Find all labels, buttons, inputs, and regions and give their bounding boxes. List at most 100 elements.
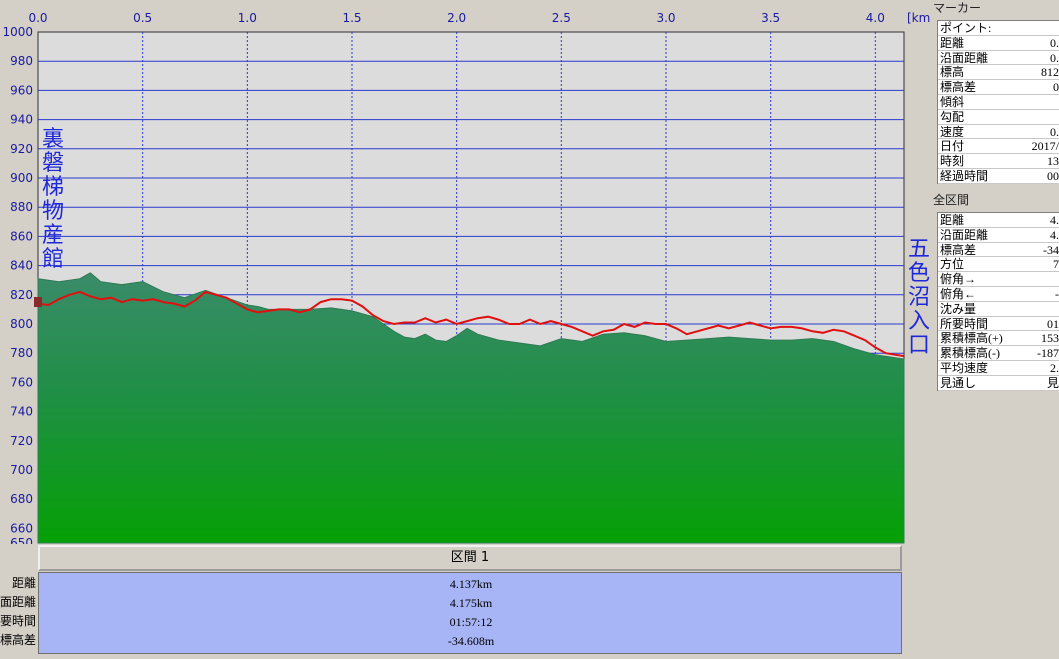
end-point-label: 五色沼入口	[907, 237, 930, 358]
panel-row-value: 153	[1041, 331, 1059, 346]
y-tick-label: 720	[10, 434, 33, 448]
panel-row-value: 7	[1053, 257, 1059, 272]
panel-row: 経過時間 00	[938, 169, 1059, 184]
panel-row: 日付 2017/	[938, 139, 1059, 155]
panel-row: 俯角← -	[938, 287, 1059, 302]
panel-row-value: -	[1055, 286, 1059, 301]
panel-row: 見通し 見	[938, 376, 1059, 391]
panel-row: 距離 0.	[938, 36, 1059, 51]
y-tick-label: 960	[10, 83, 33, 97]
panel-row-value: 812	[1041, 65, 1059, 80]
y-tick-label: 800	[10, 317, 33, 331]
section-value: 4.137km	[449, 577, 493, 591]
section-summary: 区間 1 4.137km 4.175km 01:57:12 -34.608m 距離沿面…	[0, 544, 930, 659]
panel-row-value: 4.	[1050, 227, 1059, 242]
panel-row-value: 01	[1047, 316, 1059, 331]
panel-row-label: ポイント:	[940, 21, 992, 35]
panel-row-label: 距離	[940, 35, 965, 50]
panel-row: 沈み量	[938, 302, 1059, 317]
gps-track-line	[37, 290, 905, 358]
panel-row-label: 俯角←	[940, 286, 977, 301]
marker-panel-title: マーカー	[933, 1, 982, 15]
panel-row: 時刻 13	[938, 154, 1059, 169]
panel-row: 累積標高(+) 153	[938, 331, 1059, 347]
panel-row-value: 0.	[1050, 50, 1059, 65]
section-value: 4.175km	[449, 596, 493, 610]
all-section-panel-title: 全区間	[933, 193, 970, 207]
panel-row: 標高 812	[938, 65, 1059, 81]
panel-row-value: 0.	[1050, 124, 1059, 139]
x-axis-unit: [km]	[907, 11, 930, 25]
panel-row: 標高差 0	[938, 80, 1059, 95]
section-label: 標高差	[0, 633, 36, 647]
x-tick-label: 3.5	[761, 11, 780, 25]
y-tick-label: 980	[10, 54, 33, 68]
x-tick-label: 0.5	[133, 11, 152, 25]
y-tick-label: 740	[10, 405, 33, 419]
panel-row: 方位 7	[938, 257, 1059, 273]
section-tab[interactable]: 区間 1	[38, 545, 902, 571]
panel-row: 距離 4.	[938, 213, 1059, 228]
panel-row-label: 所要時間	[940, 316, 989, 331]
y-tick-label: 940	[10, 113, 33, 127]
panel-row: 沿面距離 0.	[938, 51, 1059, 66]
elevation-chart: 0.0 0.5 1.0 1.5 2.0 2.5 3.0 3.5 4.0 [km] 1000 980…	[2, 11, 930, 544]
panel-row: ポイント:	[938, 21, 1059, 36]
all-section-panel-table: 距離 4. 沿面距離 4. 標高差 -34 方位 7 俯角→ 俯角← - 沈み量 所要時間 01 累積標高(…	[937, 212, 1059, 391]
panel-row-value: 4.	[1050, 213, 1059, 227]
panel-row-value: 13	[1047, 154, 1059, 169]
panel-row-value: 0.	[1050, 35, 1059, 50]
panel-row-value: -187	[1037, 346, 1059, 361]
y-axis-ticks: 1000 980 960 940 920 900 880 860 840 820 800 780 760…	[2, 25, 33, 544]
panel-row-value: 2017/	[1031, 139, 1059, 154]
panel-row-value: -34	[1043, 242, 1059, 257]
panel-row: 平均速度 2.	[938, 361, 1059, 376]
y-tick-label: 660	[10, 521, 33, 535]
panel-row-label: 沿面距離	[940, 50, 989, 65]
marker-panel: マーカー ポイント: 距離 0. 沿面距離 0. 標高 812 標高差 0 傾斜 勾配 速度 0. 日付 2…	[931, 0, 1059, 184]
all-section-panel: 全区間 距離 4. 沿面距離 4. 標高差 -34 方位 7 俯角→ 俯角← - 沈み量 所要時間 01 累…	[931, 192, 1059, 391]
y-tick-label: 880	[10, 200, 33, 214]
panel-row-value: 0	[1053, 80, 1059, 95]
panel-row: 傾斜	[938, 95, 1059, 110]
section-value: 01:57:12	[449, 615, 493, 629]
panel-row-label: 見通し	[940, 375, 977, 390]
panel-row-label: 標高差	[940, 80, 977, 95]
x-tick-label: 1.5	[342, 11, 361, 25]
y-tick-label: 840	[10, 259, 33, 273]
panel-row: 累積標高(-) -187	[938, 346, 1059, 361]
terrain-profile-area	[37, 272, 905, 544]
y-tick-label: 760	[10, 375, 33, 389]
panel-row-label: 時刻	[940, 154, 965, 169]
y-tick-label: 820	[10, 288, 33, 302]
x-tick-label: 2.0	[447, 11, 466, 25]
x-tick-label: 4.0	[866, 11, 885, 25]
x-tick-label: 0.0	[28, 11, 47, 25]
panel-row: 速度 0.	[938, 125, 1059, 140]
y-tick-label: 1000	[2, 25, 33, 39]
panel-row-value: 2.	[1050, 360, 1059, 375]
section-label: 沿面距離	[0, 595, 36, 609]
panel-row-label: 経過時間	[940, 168, 989, 183]
y-tick-label: 920	[10, 142, 33, 156]
y-tick-label: 700	[10, 463, 33, 477]
panel-row-label: 累積標高(-)	[940, 346, 1000, 361]
section-value: -34.608m	[447, 634, 495, 648]
panel-row-label: 俯角→	[940, 272, 977, 287]
start-marker[interactable]	[34, 297, 42, 307]
panel-row: 所要時間 01	[938, 317, 1059, 332]
y-tick-label: 680	[10, 492, 33, 506]
panel-row-label: 方位	[940, 257, 965, 272]
panel-row-value: 見	[1046, 375, 1059, 390]
panel-row-label: 標高差	[940, 242, 977, 257]
panel-row: 沿面距離 4.	[938, 228, 1059, 243]
x-tick-label: 2.5	[552, 11, 571, 25]
panel-row-label: 累積標高(+)	[940, 331, 1003, 346]
y-tick-label: 650	[10, 536, 33, 544]
panel-row-label: 日付	[940, 139, 965, 154]
panel-row-label: 傾斜	[940, 94, 965, 109]
panel-row-label: 距離	[940, 213, 965, 227]
x-tick-label: 1.0	[238, 11, 257, 25]
y-tick-label: 780	[10, 346, 33, 360]
section-label: 距離	[11, 576, 36, 590]
